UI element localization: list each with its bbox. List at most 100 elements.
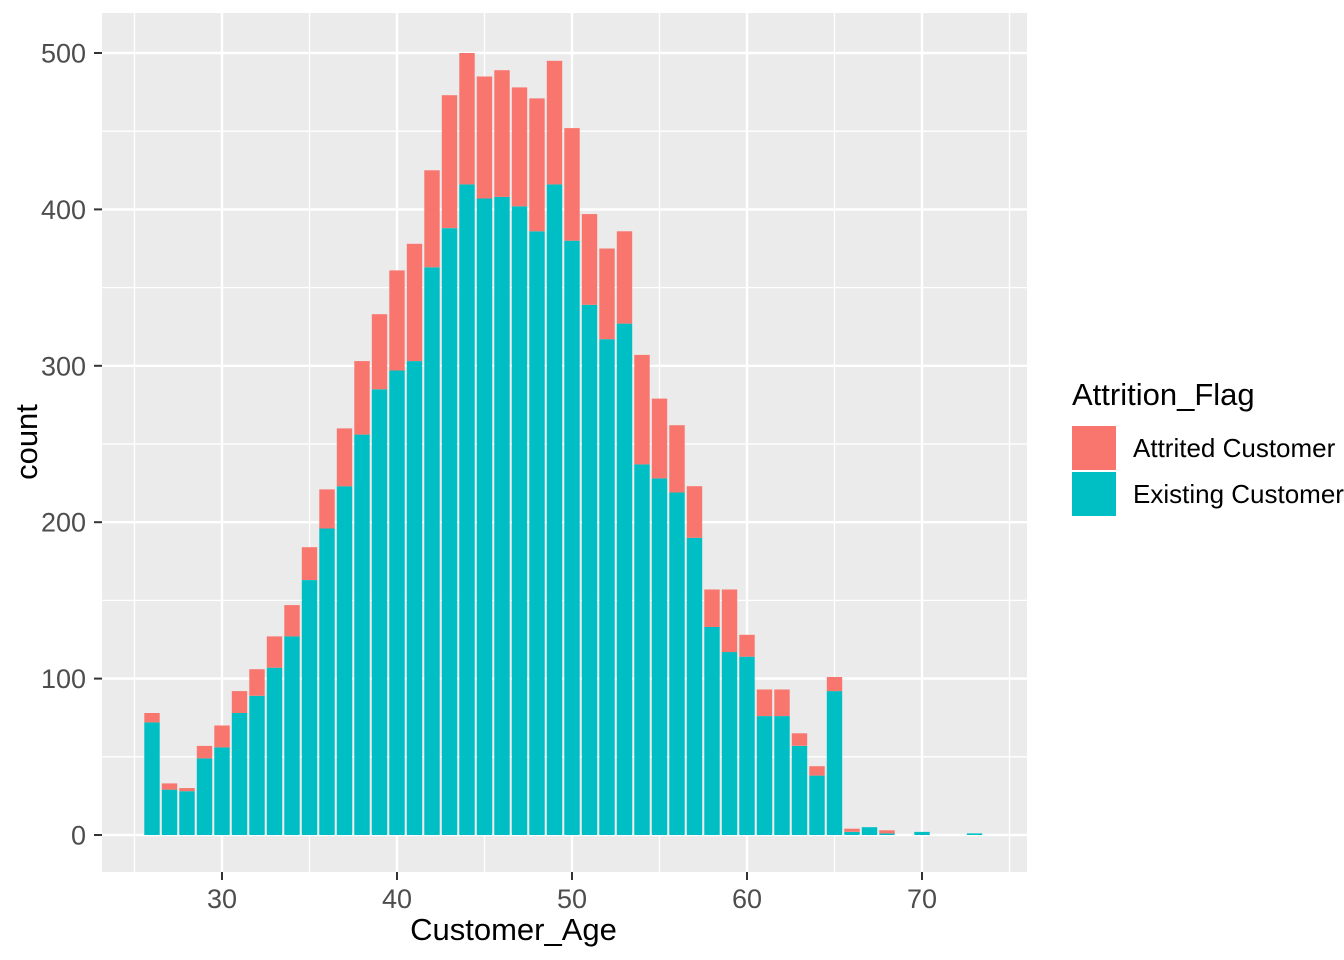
bar-existing-age-41: [406, 361, 423, 835]
bar-attrited-age-42: [424, 170, 440, 268]
bar-attrited-age-32: [249, 669, 265, 696]
bar-attrited-age-37: [336, 428, 353, 487]
bar-existing-age-73: [966, 833, 983, 835]
bar-attrited-age-64: [809, 766, 825, 776]
bar-attrited-age-52: [599, 248, 615, 340]
bar-existing-age-36: [319, 528, 335, 835]
bar-existing-age-32: [249, 695, 265, 835]
legend-item-attrited: Attrited Customer: [1072, 426, 1342, 470]
bar-attrited-age-51: [581, 214, 598, 305]
y-tick-label: 0: [71, 821, 86, 851]
bar-existing-age-65: [826, 691, 843, 835]
x-tick-label: 30: [207, 884, 237, 914]
bar-existing-age-57: [686, 537, 703, 835]
bar-existing-age-44: [459, 184, 475, 835]
bar-existing-age-53: [616, 323, 633, 835]
bar-existing-age-48: [529, 231, 545, 836]
y-tick-label: 400: [41, 195, 86, 225]
bar-existing-age-46: [494, 196, 510, 835]
x-tick-label: 70: [907, 884, 937, 914]
bar-existing-age-47: [511, 206, 528, 836]
bar-existing-age-70: [914, 831, 930, 835]
bar-attrited-age-50: [564, 128, 580, 241]
bar-attrited-age-59: [721, 589, 738, 653]
bar-existing-age-61: [756, 716, 773, 835]
y-tick-label: 100: [41, 664, 86, 694]
bar-attrited-age-34: [284, 605, 300, 637]
y-axis-title: count: [9, 404, 44, 480]
existing-customer-swatch: [1072, 472, 1116, 516]
bar-existing-age-39: [371, 389, 388, 835]
bar-existing-age-52: [599, 339, 615, 835]
bar-attrited-age-39: [371, 314, 388, 390]
bar-existing-age-38: [354, 434, 370, 835]
bar-attrited-age-46: [494, 70, 510, 197]
bar-existing-age-43: [441, 228, 458, 835]
bar-existing-age-55: [651, 478, 668, 835]
bar-attrited-age-35: [301, 547, 318, 580]
bar-attrited-age-43: [441, 95, 458, 229]
bar-attrited-age-38: [354, 361, 370, 435]
bar-attrited-age-65: [826, 677, 843, 692]
bar-attrited-age-40: [389, 270, 405, 371]
bar-existing-age-58: [704, 627, 720, 835]
y-tick-label: 200: [41, 508, 86, 538]
bar-attrited-age-33: [266, 636, 283, 668]
bar-attrited-age-57: [686, 486, 703, 538]
bar-existing-age-31: [231, 713, 248, 835]
bar-existing-age-42: [424, 267, 440, 835]
legend-item-existing: Existing Customer: [1072, 472, 1344, 516]
bar-existing-age-59: [721, 652, 738, 835]
bar-existing-age-37: [336, 486, 353, 835]
legend-title: Attrition_Flag: [1072, 377, 1255, 412]
existing-customer-label: Existing Customer: [1133, 478, 1344, 509]
bar-existing-age-28: [179, 791, 195, 835]
bar-attrited-age-49: [546, 60, 563, 185]
bar-attrited-age-26: [144, 713, 160, 723]
bar-existing-age-49: [546, 184, 563, 835]
x-tick-label: 60: [732, 884, 762, 914]
bar-attrited-age-41: [406, 243, 423, 362]
bar-existing-age-45: [476, 198, 493, 835]
x-tick-label: 40: [382, 884, 412, 914]
attrited-customer-label: Attrited Customer: [1133, 432, 1336, 463]
bar-attrited-age-27: [161, 783, 178, 790]
legend: Attrition_Flag Attrited Customer Existin…: [1072, 377, 1344, 518]
bar-existing-age-40: [389, 370, 405, 835]
bar-attrited-age-48: [529, 98, 545, 232]
bar-existing-age-27: [161, 789, 178, 835]
bar-existing-age-62: [774, 716, 790, 835]
bar-attrited-age-55: [651, 398, 668, 479]
bar-attrited-age-28: [179, 788, 195, 792]
attrited-customer-swatch: [1072, 426, 1116, 470]
bar-attrited-age-54: [634, 354, 650, 465]
bar-existing-age-68: [879, 833, 895, 835]
bar-attrited-age-63: [791, 733, 808, 746]
bar-existing-age-60: [739, 656, 755, 835]
bar-attrited-age-44: [459, 53, 475, 185]
x-axis-title: Customer_Age: [410, 912, 617, 947]
bar-existing-age-64: [809, 775, 825, 835]
bar-existing-age-50: [564, 240, 580, 835]
bar-attrited-age-36: [319, 489, 335, 529]
y-tick-label: 300: [41, 351, 86, 381]
bar-attrited-age-62: [774, 689, 790, 717]
bar-attrited-age-56: [669, 425, 685, 493]
bar-attrited-age-53: [616, 231, 633, 324]
x-tick-label: 50: [557, 884, 587, 914]
bar-existing-age-56: [669, 492, 685, 835]
bar-attrited-age-66: [844, 828, 860, 832]
bar-attrited-age-68: [879, 830, 895, 834]
bar-existing-age-26: [144, 722, 160, 835]
bar-attrited-age-30: [214, 725, 230, 748]
bar-existing-age-51: [581, 304, 598, 835]
bar-existing-age-30: [214, 747, 230, 835]
bar-attrited-age-58: [704, 589, 720, 627]
bar-attrited-age-61: [756, 689, 773, 717]
bar-existing-age-63: [791, 745, 808, 835]
bar-existing-age-67: [861, 827, 878, 835]
bar-existing-age-54: [634, 464, 650, 835]
y-tick-label: 500: [41, 39, 86, 69]
